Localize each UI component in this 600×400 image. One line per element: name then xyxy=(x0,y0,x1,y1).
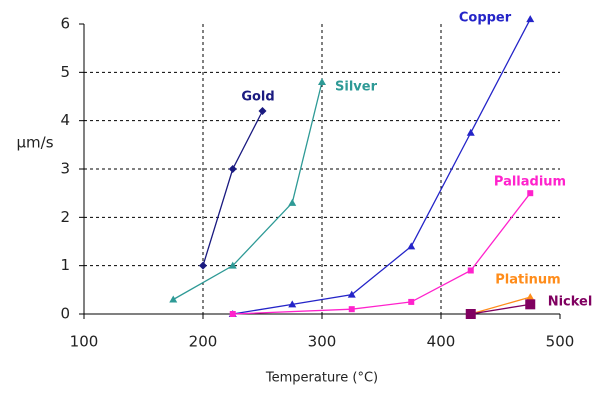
series-line xyxy=(232,192,531,315)
marker xyxy=(526,15,535,23)
series-line xyxy=(202,110,264,266)
y-tick-label: 5 xyxy=(60,63,70,81)
y-tick-label: 2 xyxy=(60,208,70,226)
series-label: Gold xyxy=(241,90,274,105)
series-line xyxy=(232,18,531,315)
marker xyxy=(465,309,476,319)
x-tick-label: 300 xyxy=(308,333,337,351)
marker xyxy=(228,165,237,173)
x-tick-label: 400 xyxy=(427,333,456,351)
marker xyxy=(408,298,415,305)
marker xyxy=(228,261,237,269)
marker xyxy=(258,107,267,115)
series-label: Palladium xyxy=(494,175,566,190)
x-tick-label: 200 xyxy=(189,333,218,351)
marker xyxy=(288,198,297,206)
y-tick-label: 1 xyxy=(60,256,70,274)
marker xyxy=(169,295,178,303)
y-tick-label: 3 xyxy=(60,160,70,178)
marker xyxy=(525,299,536,310)
marker xyxy=(466,128,475,136)
series-label: Nickel xyxy=(548,295,593,310)
marker xyxy=(318,78,326,85)
y-axis-label: µm/s xyxy=(16,134,53,152)
x-axis-label: Temperature (°C) xyxy=(265,371,378,386)
series-line xyxy=(470,296,531,315)
marker xyxy=(467,267,474,274)
marker xyxy=(407,242,416,250)
series-line xyxy=(172,81,323,301)
x-tick-label: 500 xyxy=(546,333,575,351)
series-label: Silver xyxy=(335,80,378,95)
y-tick-label: 6 xyxy=(60,15,70,33)
marker xyxy=(229,311,236,317)
marker xyxy=(527,190,534,197)
marker xyxy=(199,261,207,270)
series-label: Copper xyxy=(459,11,512,26)
marker xyxy=(526,293,535,301)
series-label: Platinum xyxy=(495,273,560,288)
y-tick-label: 4 xyxy=(60,111,70,129)
marker xyxy=(348,306,355,313)
x-tick-label: 100 xyxy=(70,333,99,351)
y-tick-label: 0 xyxy=(60,305,70,323)
series-line xyxy=(470,303,531,315)
marker xyxy=(288,300,297,308)
marker xyxy=(347,290,356,298)
